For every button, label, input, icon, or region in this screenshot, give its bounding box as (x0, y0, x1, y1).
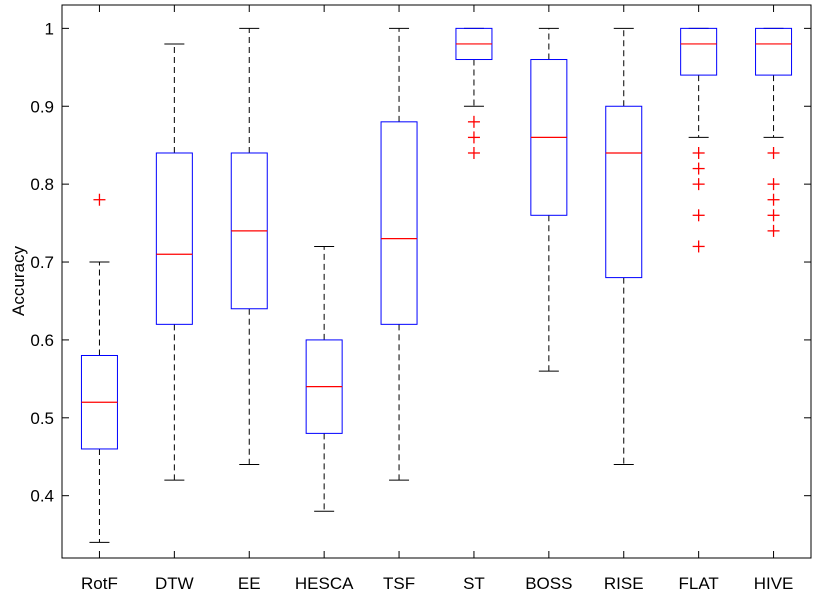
outlier-marker (692, 178, 705, 191)
iqr-box (605, 105, 643, 279)
outlier-marker (467, 115, 480, 128)
x-tick-label: BOSS (525, 574, 572, 593)
x-tick-label: DTW (155, 574, 194, 593)
x-tick-label: ST (463, 574, 485, 593)
x-tick-label: FLAT (678, 574, 718, 593)
plot-area (61, 4, 812, 559)
outlier-marker (767, 178, 780, 191)
iqr-box (155, 152, 193, 325)
y-tick-label: 0.9 (30, 97, 54, 116)
outlier-marker (692, 240, 705, 253)
box-ee (230, 27, 268, 466)
outlier-marker (467, 131, 480, 144)
x-tick-label: EE (238, 574, 261, 593)
x-axis: RotF DTW EE HESCA TSF ST BOSS RISE FLAT HIVE (81, 5, 793, 593)
box-tsf (380, 27, 418, 481)
outlier-marker (692, 146, 705, 159)
box-rise (605, 27, 643, 466)
outlier-marker (467, 146, 480, 159)
y-tick-label: 0.6 (30, 331, 54, 350)
x-tick-label: RotF (81, 574, 118, 593)
boxes-group (80, 27, 793, 543)
box-dtw (155, 43, 193, 481)
y-tick-label: 1 (45, 19, 54, 38)
iqr-box (380, 121, 418, 325)
box-hesca (305, 245, 343, 512)
outlier-marker (692, 162, 705, 175)
outlier-marker (767, 224, 780, 237)
iqr-box (755, 27, 793, 76)
y-axis-label: Accuracy (9, 246, 28, 316)
y-tick-label: 0.7 (30, 253, 54, 272)
x-tick-label: HESCA (295, 574, 354, 593)
box-rotf (80, 193, 118, 543)
y-axis: 0.4 0.5 0.6 0.7 0.8 0.9 1 (30, 19, 811, 506)
box-hive (755, 27, 793, 237)
iqr-box (680, 27, 718, 76)
outlier-marker (93, 193, 106, 206)
outlier-marker (767, 193, 780, 206)
box-st (455, 27, 493, 159)
outlier-marker (692, 209, 705, 222)
y-tick-label: 0.5 (30, 409, 54, 428)
y-tick-label: 0.8 (30, 175, 54, 194)
box-boss (530, 27, 568, 372)
box-flat (680, 27, 718, 253)
outlier-marker (767, 146, 780, 159)
y-tick-label: 0.4 (30, 487, 54, 506)
outlier-marker (767, 209, 780, 222)
x-tick-label: RISE (604, 574, 644, 593)
x-tick-label: TSF (383, 574, 415, 593)
x-tick-label: HIVE (754, 574, 794, 593)
